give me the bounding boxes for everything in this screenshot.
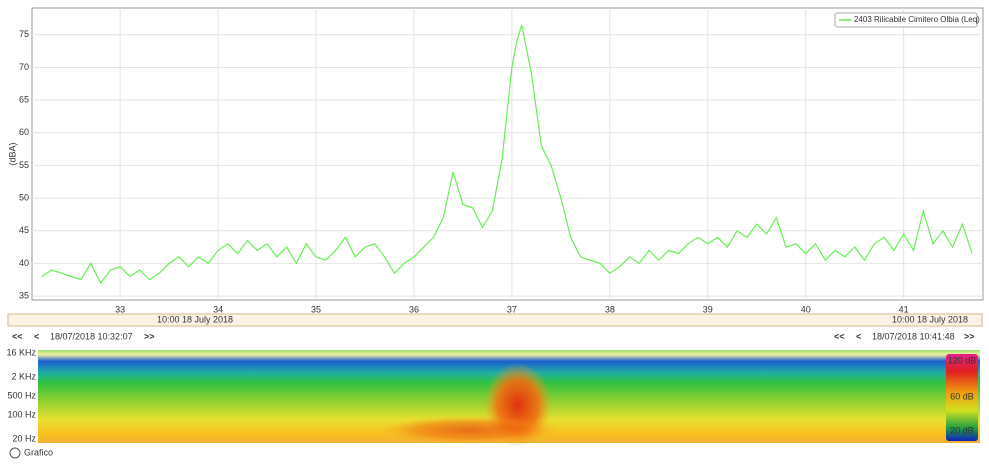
freq-label: 2 KHz [11, 371, 36, 381]
y-axis-label: (dBA) [7, 142, 17, 165]
data-line [41, 24, 973, 285]
legend-box [834, 12, 978, 28]
scale-label: 60 dB [950, 391, 974, 401]
color-scale [946, 354, 978, 441]
y-tick-label: 45 [19, 225, 29, 235]
spectrogram-hotspot [380, 416, 560, 444]
nav-prev[interactable]: < [856, 331, 861, 341]
freq-label: 500 Hz [7, 390, 36, 400]
y-tick-label: 65 [19, 94, 29, 104]
chart: 35 40 45 50 55 60 65 70 75 33 34 35 36 37 38 39 40 41 (dBA… [7, 8, 983, 314]
date-band [7, 313, 983, 327]
date-label: 10:00 18 July 2018 [157, 314, 233, 324]
x-tick-label: 35 [311, 304, 321, 314]
nav-time: 18/07/2018 10:32:07 [50, 331, 133, 341]
nav-prev[interactable]: < [34, 331, 39, 341]
nav-first[interactable]: << [834, 331, 845, 341]
nav-next[interactable]: >> [964, 331, 975, 341]
x-tick-label: 40 [801, 304, 811, 314]
x-tick-label: 41 [899, 304, 909, 314]
nav-time: 18/07/2018 10:41:48 [872, 331, 955, 341]
y-tick-label: 70 [19, 62, 29, 72]
y-tick-label: 35 [19, 290, 29, 300]
scale-label: 120 dB [948, 355, 977, 365]
freq-label: 20 Hz [12, 433, 36, 443]
nav-next[interactable]: >> [144, 331, 155, 341]
y-tick-label: 60 [19, 127, 29, 137]
freq-label: 100 Hz [7, 409, 36, 419]
nav-first[interactable]: << [12, 331, 23, 341]
x-tick-label: 34 [213, 304, 223, 314]
x-tick-label: 33 [115, 304, 125, 314]
scale-label: 20 dB [950, 425, 974, 435]
x-tick-label: 36 [409, 304, 419, 314]
legend-label: 2403 Rilicabile Cimitero Olbia (Leq) [854, 15, 980, 24]
x-tick-label: 39 [703, 304, 713, 314]
x-tick-label: 37 [507, 304, 517, 314]
toggle-icon[interactable] [9, 447, 21, 459]
freq-label: 16 KHz [6, 347, 36, 357]
y-tick-label: 50 [19, 192, 29, 202]
plot-area [31, 7, 984, 301]
x-tick-label: 38 [605, 304, 615, 314]
y-tick-label: 40 [19, 258, 29, 268]
y-tick-label: 55 [19, 160, 29, 170]
date-label: 10:00 18 July 2018 [892, 314, 968, 324]
footer-label[interactable]: Grafico [24, 447, 53, 457]
y-tick-label: 75 [19, 29, 29, 39]
